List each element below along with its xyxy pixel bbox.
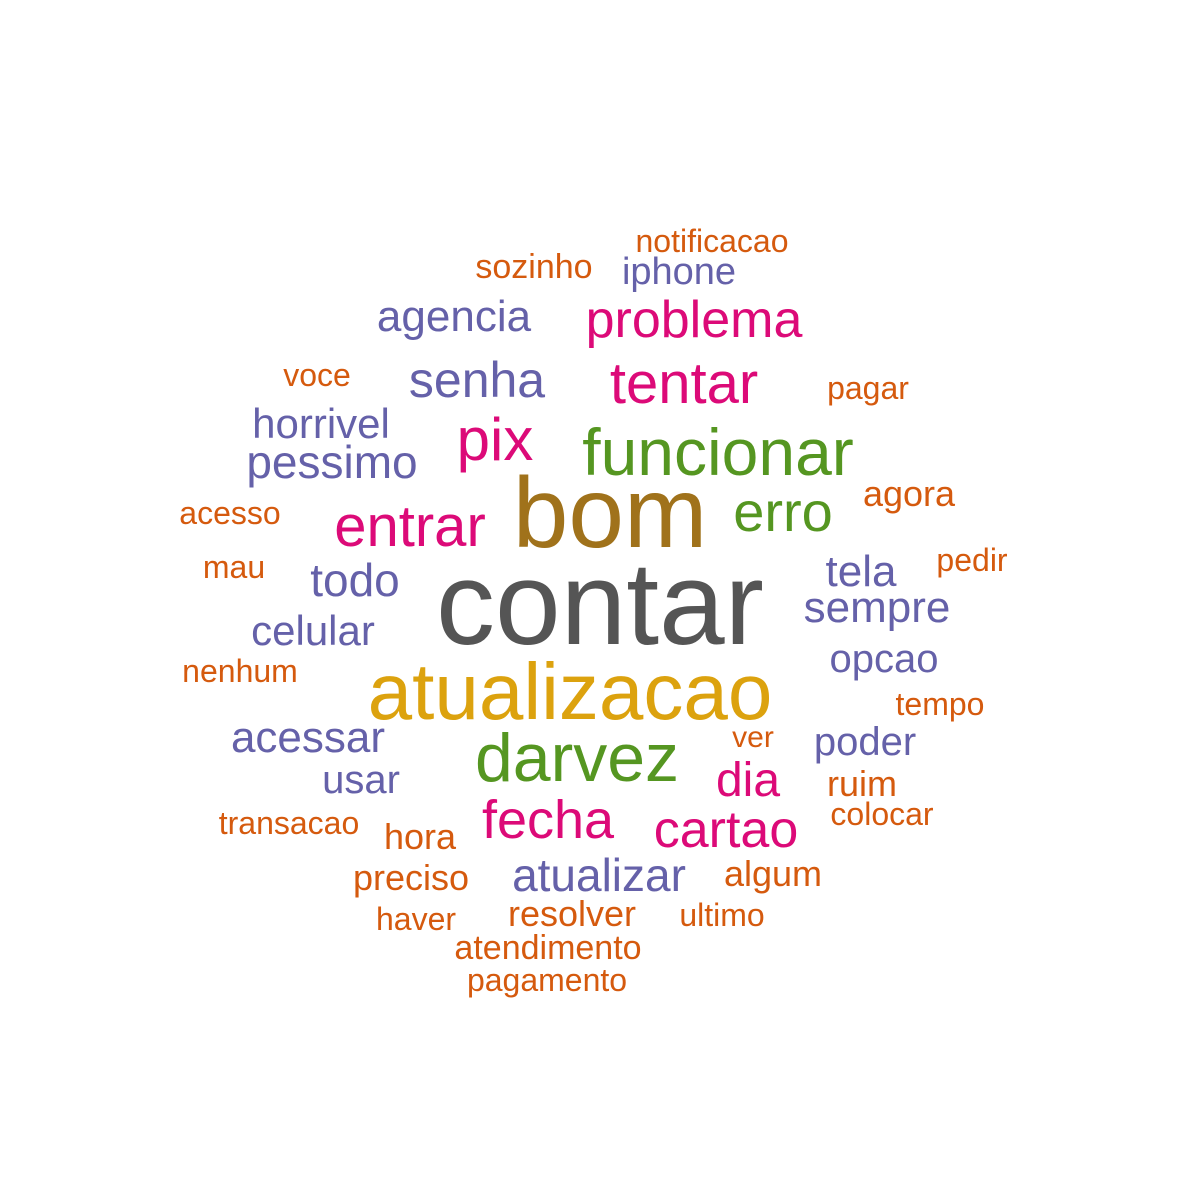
word-erro: erro [733,480,833,543]
word-sozinho: sozinho [475,248,593,286]
word-mau: mau [202,549,266,585]
word-preciso: preciso [352,857,470,898]
word-iphone: iphone [621,251,737,293]
word-poder: poder [813,720,917,764]
word-atualizacao: atualizacao [367,647,773,736]
word-ultimo: ultimo [679,897,765,933]
word-voce: voce [283,357,351,393]
word-senha: senha [408,352,546,408]
word-cartao: cartao [653,801,799,859]
word-ruim: ruim [827,763,897,804]
word-pagamento: pagamento [466,962,628,998]
word-acesso: acesso [179,495,281,531]
word-atendimento: atendimento [454,929,642,967]
word-problema: problema [585,291,803,349]
word-usar: usar [322,758,400,802]
word-fecha: fecha [481,790,615,850]
word-ver: ver [732,721,774,754]
word-tentar: tentar [609,351,759,416]
word-todo: todo [310,554,400,606]
word-agencia: agencia [376,292,532,341]
word-nenhum: nenhum [182,653,298,689]
word-colocar: colocar [830,796,934,832]
word-acessar: acessar [230,713,386,762]
word-tela: tela [825,547,897,596]
word-pedir: pedir [936,542,1008,578]
word-agora: agora [862,473,956,514]
word-funcionar: funcionar [582,415,854,489]
word-hora: hora [383,816,457,857]
word-haver: haver [375,901,457,937]
word-contar: contar [436,538,764,670]
word-dia: dia [715,754,781,807]
word-bom: bom [512,457,708,569]
word-atualizar: atualizar [512,849,686,901]
word-opcao: opcao [829,637,939,681]
word-tempo: tempo [895,686,985,722]
word-notificacao: notificacao [635,223,789,259]
word-horrivel: horrivel [252,400,390,447]
word-darvez: darvez [474,720,680,796]
word-pix: pix [456,406,534,473]
word-algum: algum [723,853,823,894]
word-pagar: pagar [827,370,909,406]
word-celular: celular [251,607,375,654]
word-resolver: resolver [507,893,637,934]
word-transacao: transacao [218,805,360,841]
word-pessimo: pessimo [246,436,418,488]
word-entrar: entrar [334,494,486,559]
word-sempre: sempre [803,583,951,632]
